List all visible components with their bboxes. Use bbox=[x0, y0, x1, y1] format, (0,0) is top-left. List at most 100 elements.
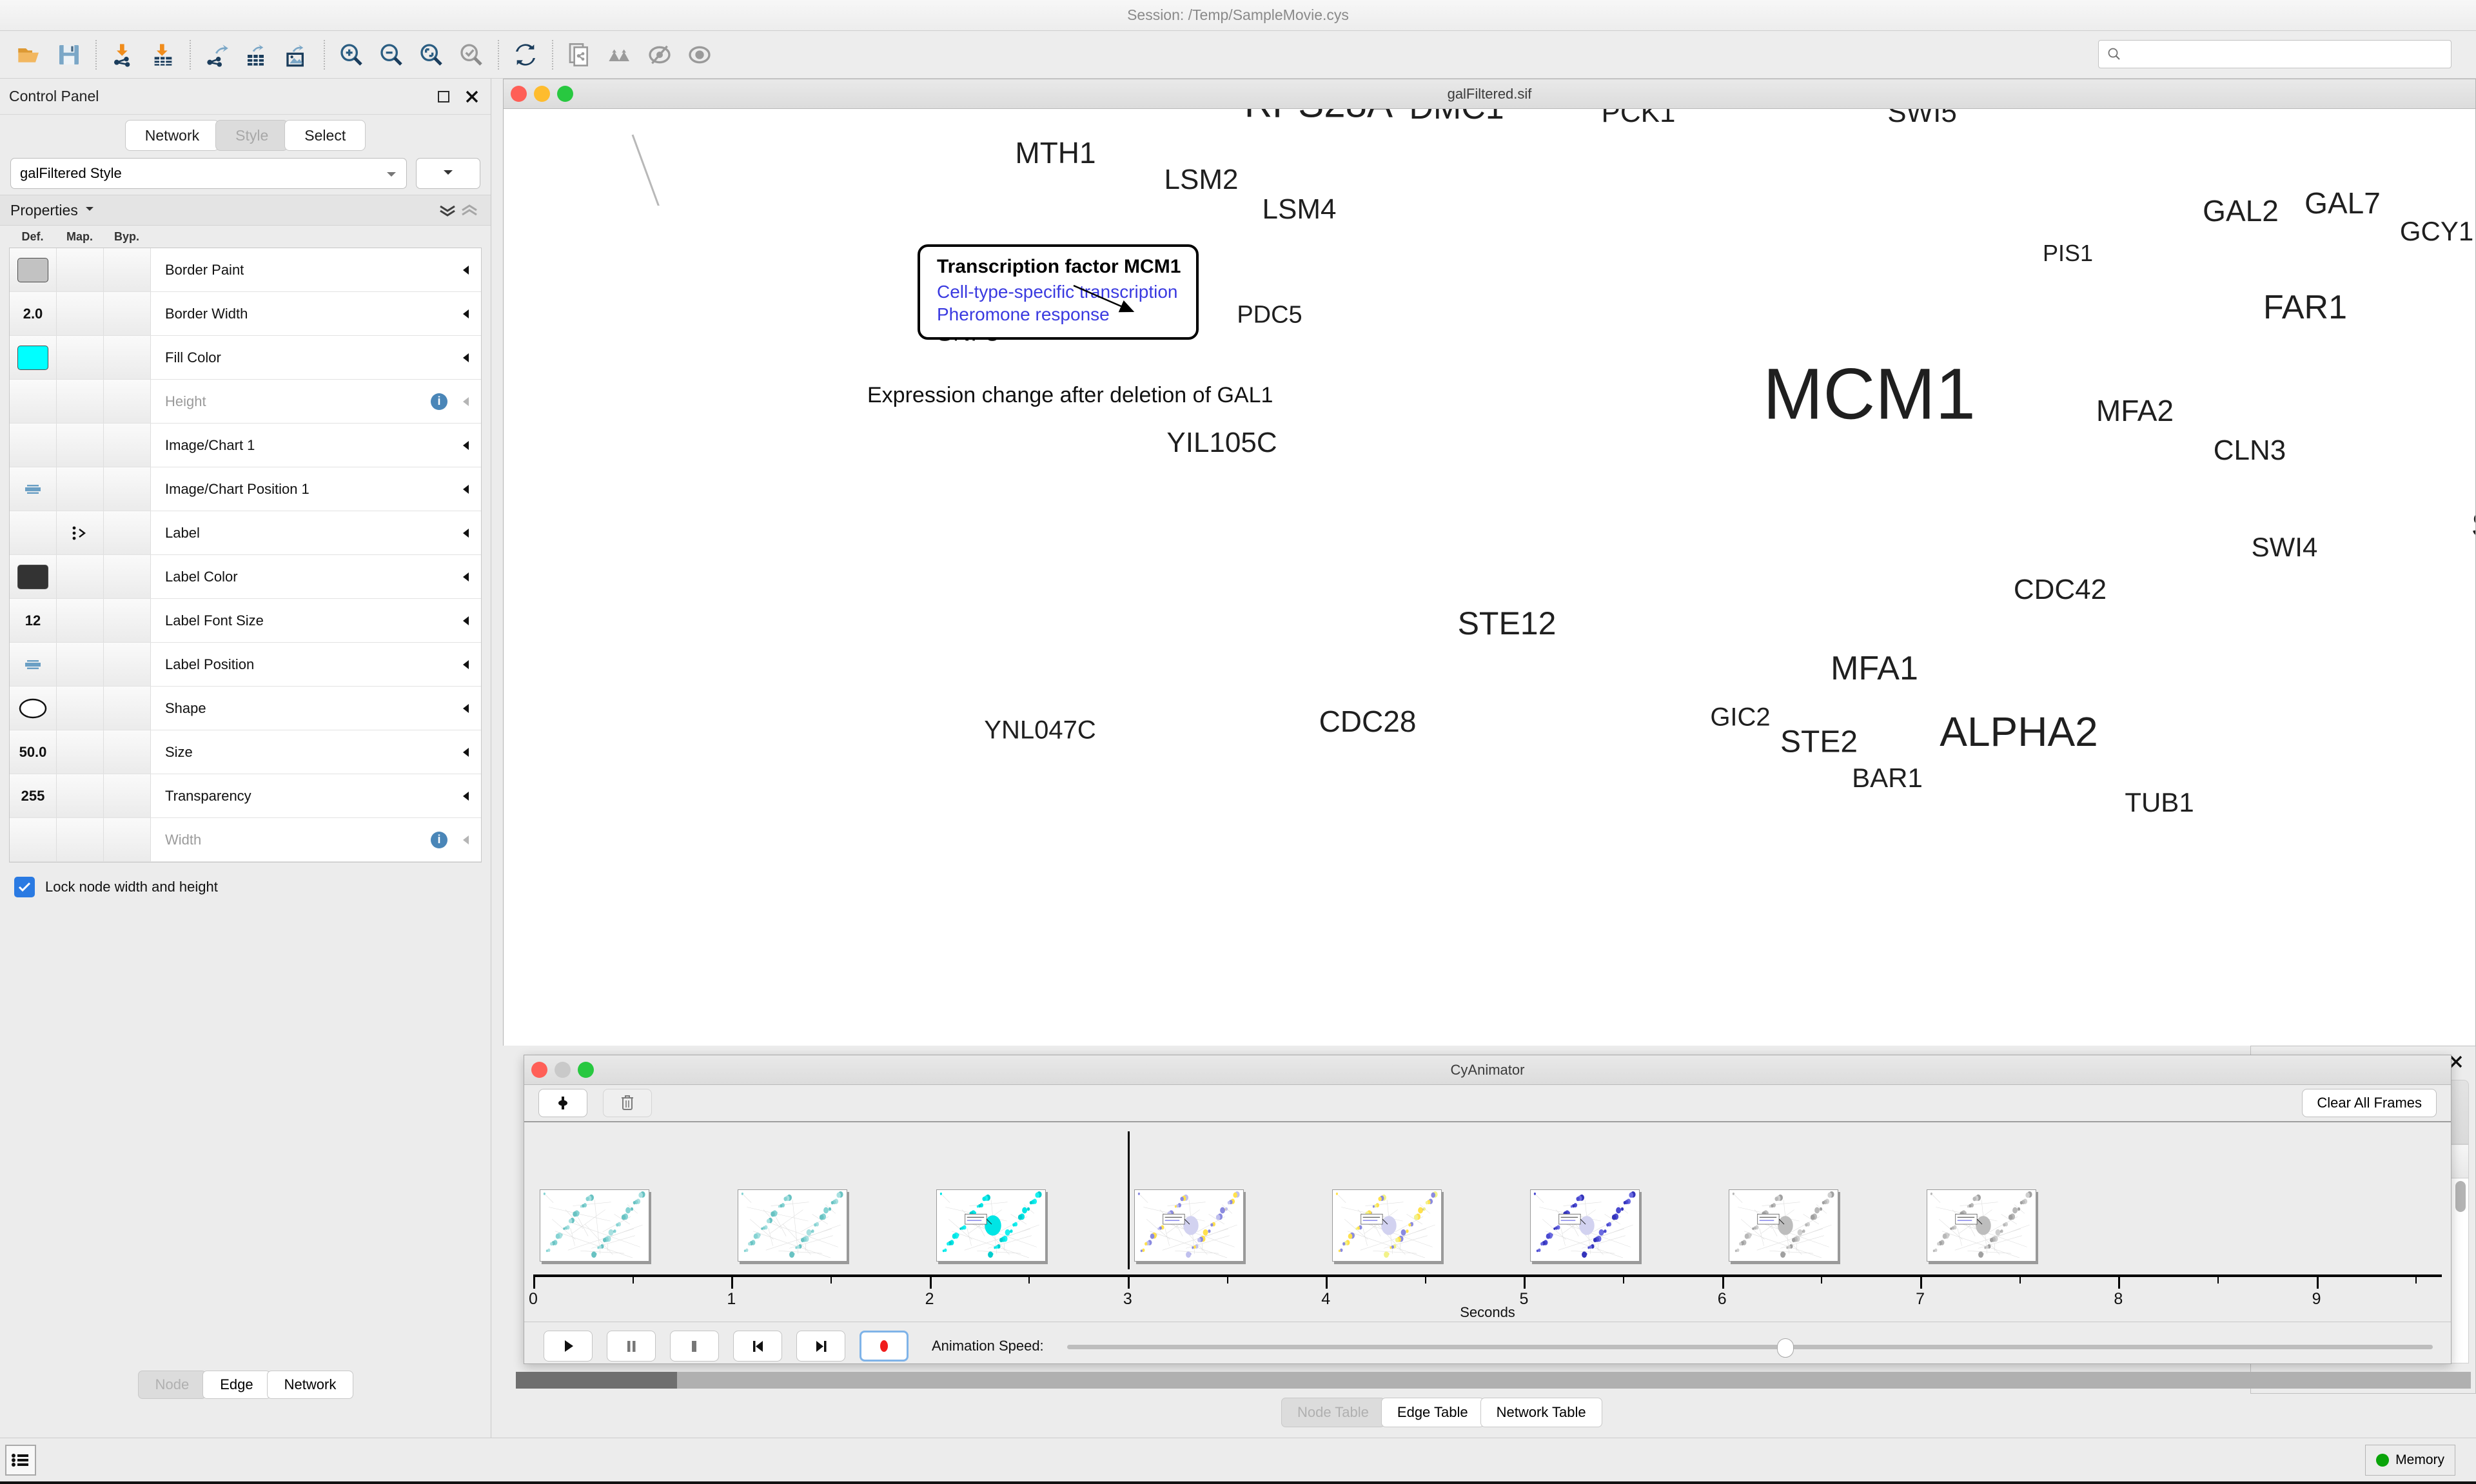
tab-node-table[interactable]: Node Table bbox=[1281, 1398, 1385, 1427]
scrollbar-thumb[interactable] bbox=[516, 1372, 677, 1389]
property-expand-arrow[interactable] bbox=[451, 527, 481, 540]
stop-button[interactable] bbox=[670, 1331, 719, 1362]
tab-edge-table[interactable]: Edge Table bbox=[1380, 1398, 1484, 1427]
property-default-cell[interactable] bbox=[10, 248, 57, 291]
property-expand-arrow[interactable] bbox=[451, 351, 481, 364]
lock-checkbox[interactable] bbox=[14, 877, 35, 897]
timeline-frame[interactable] bbox=[738, 1189, 848, 1262]
color-swatch[interactable] bbox=[17, 564, 48, 589]
property-default-cell[interactable] bbox=[10, 555, 57, 598]
property-mapping-cell[interactable] bbox=[57, 599, 104, 642]
search-input[interactable] bbox=[2098, 40, 2451, 68]
property-mapping-cell[interactable] bbox=[57, 774, 104, 817]
property-mapping-cell[interactable] bbox=[57, 248, 104, 291]
list-icon[interactable] bbox=[5, 1445, 36, 1476]
restore-icon[interactable] bbox=[434, 87, 453, 106]
new-network-icon[interactable] bbox=[560, 35, 600, 75]
color-swatch[interactable] bbox=[17, 345, 48, 370]
property-bypass-cell[interactable] bbox=[104, 687, 151, 730]
add-frame-button[interactable] bbox=[538, 1089, 587, 1117]
table-scrollbar[interactable] bbox=[2455, 1181, 2466, 1212]
timeline-frame[interactable] bbox=[1728, 1189, 1838, 1262]
property-bypass-cell[interactable] bbox=[104, 336, 151, 379]
property-row[interactable]: 2.0 Border Width bbox=[10, 292, 481, 336]
search-field[interactable] bbox=[2122, 46, 2451, 62]
timeline-frame[interactable] bbox=[936, 1189, 1046, 1262]
style-options-button[interactable] bbox=[416, 158, 480, 189]
property-mapping-cell[interactable] bbox=[57, 380, 104, 423]
step-forward-button[interactable] bbox=[796, 1331, 845, 1362]
property-mapping-cell[interactable] bbox=[57, 818, 104, 861]
zoom-fit-icon[interactable] bbox=[411, 35, 451, 75]
property-row[interactable]: Label Color bbox=[10, 555, 481, 599]
property-expand-arrow[interactable] bbox=[451, 483, 481, 496]
window-minimize-button[interactable] bbox=[555, 1062, 571, 1078]
slider-knob[interactable] bbox=[1777, 1338, 1794, 1358]
property-default-cell[interactable]: 12 bbox=[10, 599, 57, 642]
property-expand-arrow[interactable] bbox=[451, 746, 481, 759]
property-mapping-cell[interactable] bbox=[57, 424, 104, 467]
property-expand-arrow[interactable] bbox=[451, 614, 481, 627]
animation-timeline[interactable]: 0 1 2 3 4 5 6 7 8 9 Seconds bbox=[524, 1122, 2451, 1322]
timeline-frame[interactable] bbox=[540, 1189, 649, 1262]
zoom-out-icon[interactable] bbox=[371, 35, 411, 75]
timeline-frame[interactable] bbox=[1332, 1189, 1442, 1262]
tab-edge[interactable]: Edge bbox=[202, 1371, 271, 1399]
property-mapping-cell[interactable] bbox=[57, 292, 104, 335]
tab-style[interactable]: Style bbox=[215, 120, 289, 151]
property-row[interactable]: Image/Chart 1 bbox=[10, 424, 481, 467]
property-expand-arrow[interactable] bbox=[451, 308, 481, 320]
tab-network-table[interactable]: Network Table bbox=[1480, 1398, 1602, 1427]
property-default-cell[interactable] bbox=[10, 467, 57, 511]
tab-node[interactable]: Node bbox=[137, 1371, 207, 1399]
property-bypass-cell[interactable] bbox=[104, 380, 151, 423]
property-row[interactable]: Shape bbox=[10, 687, 481, 730]
property-bypass-cell[interactable] bbox=[104, 818, 151, 861]
property-row[interactable]: Fill Color bbox=[10, 336, 481, 380]
properties-menu-icon[interactable] bbox=[84, 204, 95, 216]
open-folder-icon[interactable] bbox=[9, 35, 49, 75]
property-bypass-cell[interactable] bbox=[104, 555, 151, 598]
property-expand-arrow[interactable] bbox=[451, 790, 481, 803]
color-swatch[interactable] bbox=[17, 257, 48, 282]
property-bypass-cell[interactable] bbox=[104, 643, 151, 686]
property-bypass-cell[interactable] bbox=[104, 774, 151, 817]
property-default-cell[interactable]: 255 bbox=[10, 774, 57, 817]
info-icon[interactable]: i bbox=[431, 393, 447, 410]
zoom-selected-icon[interactable] bbox=[451, 35, 491, 75]
property-expand-arrow[interactable] bbox=[451, 571, 481, 583]
info-icon[interactable]: i bbox=[431, 831, 447, 848]
import-network-icon[interactable] bbox=[103, 35, 143, 75]
expand-all-icon[interactable] bbox=[437, 199, 458, 221]
property-default-cell[interactable] bbox=[10, 511, 57, 554]
property-row[interactable]: 50.0 Size bbox=[10, 730, 481, 774]
tab-network[interactable]: Network bbox=[124, 120, 220, 151]
property-default-cell[interactable]: 50.0 bbox=[10, 730, 57, 774]
property-mapping-cell[interactable] bbox=[57, 511, 104, 554]
property-default-cell[interactable] bbox=[10, 336, 57, 379]
timeline-frame[interactable] bbox=[1927, 1189, 2037, 1262]
property-expand-arrow[interactable] bbox=[451, 395, 481, 408]
property-bypass-cell[interactable] bbox=[104, 730, 151, 774]
property-expand-arrow[interactable] bbox=[451, 264, 481, 277]
export-image-icon[interactable] bbox=[277, 35, 317, 75]
property-expand-arrow[interactable] bbox=[451, 439, 481, 452]
property-default-cell[interactable] bbox=[10, 643, 57, 686]
tab-network-style[interactable]: Network bbox=[266, 1371, 354, 1399]
window-maximize-button[interactable] bbox=[557, 86, 573, 102]
property-default-cell[interactable] bbox=[10, 818, 57, 861]
style-select[interactable]: galFiltered Style bbox=[10, 158, 407, 189]
refresh-icon[interactable] bbox=[506, 35, 545, 75]
property-default-cell[interactable] bbox=[10, 687, 57, 730]
property-row[interactable]: Height i bbox=[10, 380, 481, 424]
play-button[interactable] bbox=[544, 1331, 593, 1362]
property-mapping-cell[interactable] bbox=[57, 730, 104, 774]
memory-status-button[interactable]: Memory bbox=[2365, 1445, 2455, 1476]
property-mapping-cell[interactable] bbox=[57, 336, 104, 379]
property-row[interactable]: Label bbox=[10, 511, 481, 555]
delete-frame-button[interactable] bbox=[603, 1089, 652, 1117]
close-icon[interactable] bbox=[2448, 1054, 2464, 1073]
property-bypass-cell[interactable] bbox=[104, 467, 151, 511]
property-row[interactable]: Image/Chart Position 1 bbox=[10, 467, 481, 511]
timeline-frame[interactable] bbox=[1134, 1189, 1244, 1262]
